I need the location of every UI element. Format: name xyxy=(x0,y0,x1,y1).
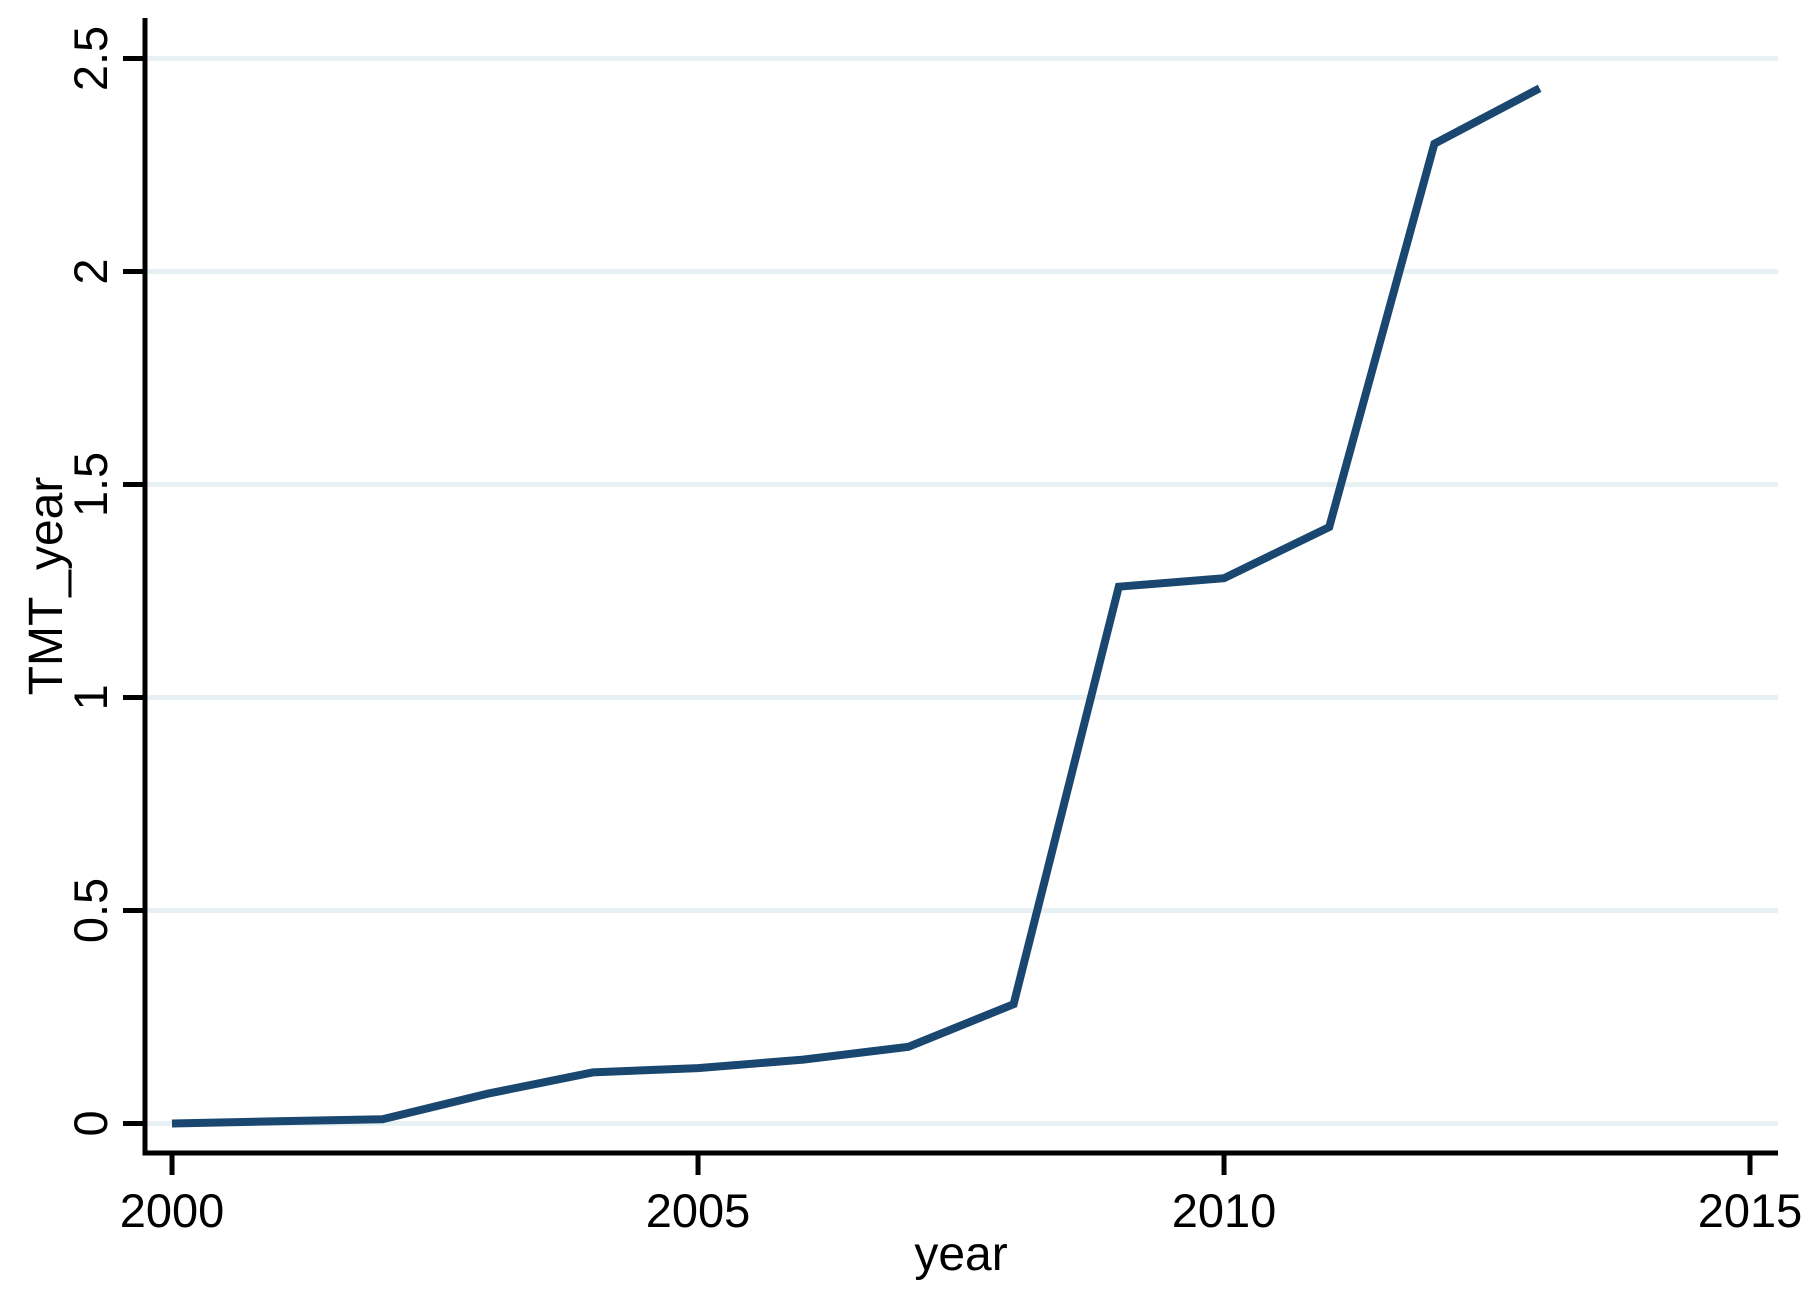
x-tick-label-2010: 2010 xyxy=(1172,1184,1277,1237)
gridlines xyxy=(145,56,1778,1126)
y-tick-label-1.5: 1.5 xyxy=(64,452,117,517)
x-tick-label-2015: 2015 xyxy=(1698,1184,1803,1237)
y-tick-label-2: 2 xyxy=(64,258,117,284)
y-tick-label-2.5: 2.5 xyxy=(64,26,117,91)
axes xyxy=(142,18,1778,1156)
y-tick-label-0.5: 0.5 xyxy=(64,878,117,943)
x-tick-label-2005: 2005 xyxy=(646,1184,751,1237)
data-series xyxy=(171,84,1542,1128)
y-axis-title: TMT_year xyxy=(20,477,73,696)
x-axis-title: year xyxy=(914,1228,1007,1281)
y-tick-label-1: 1 xyxy=(64,684,117,710)
x-tick-label-2000: 2000 xyxy=(120,1184,225,1237)
series-line-TMT_year xyxy=(171,84,1542,1128)
tick-marks xyxy=(123,56,1753,1175)
y-tick-label-0: 0 xyxy=(64,1110,117,1136)
tick-labels: 0 0.5 1 1.5 2 2.5 2000 2005 2010 2015 xyxy=(64,26,1802,1237)
